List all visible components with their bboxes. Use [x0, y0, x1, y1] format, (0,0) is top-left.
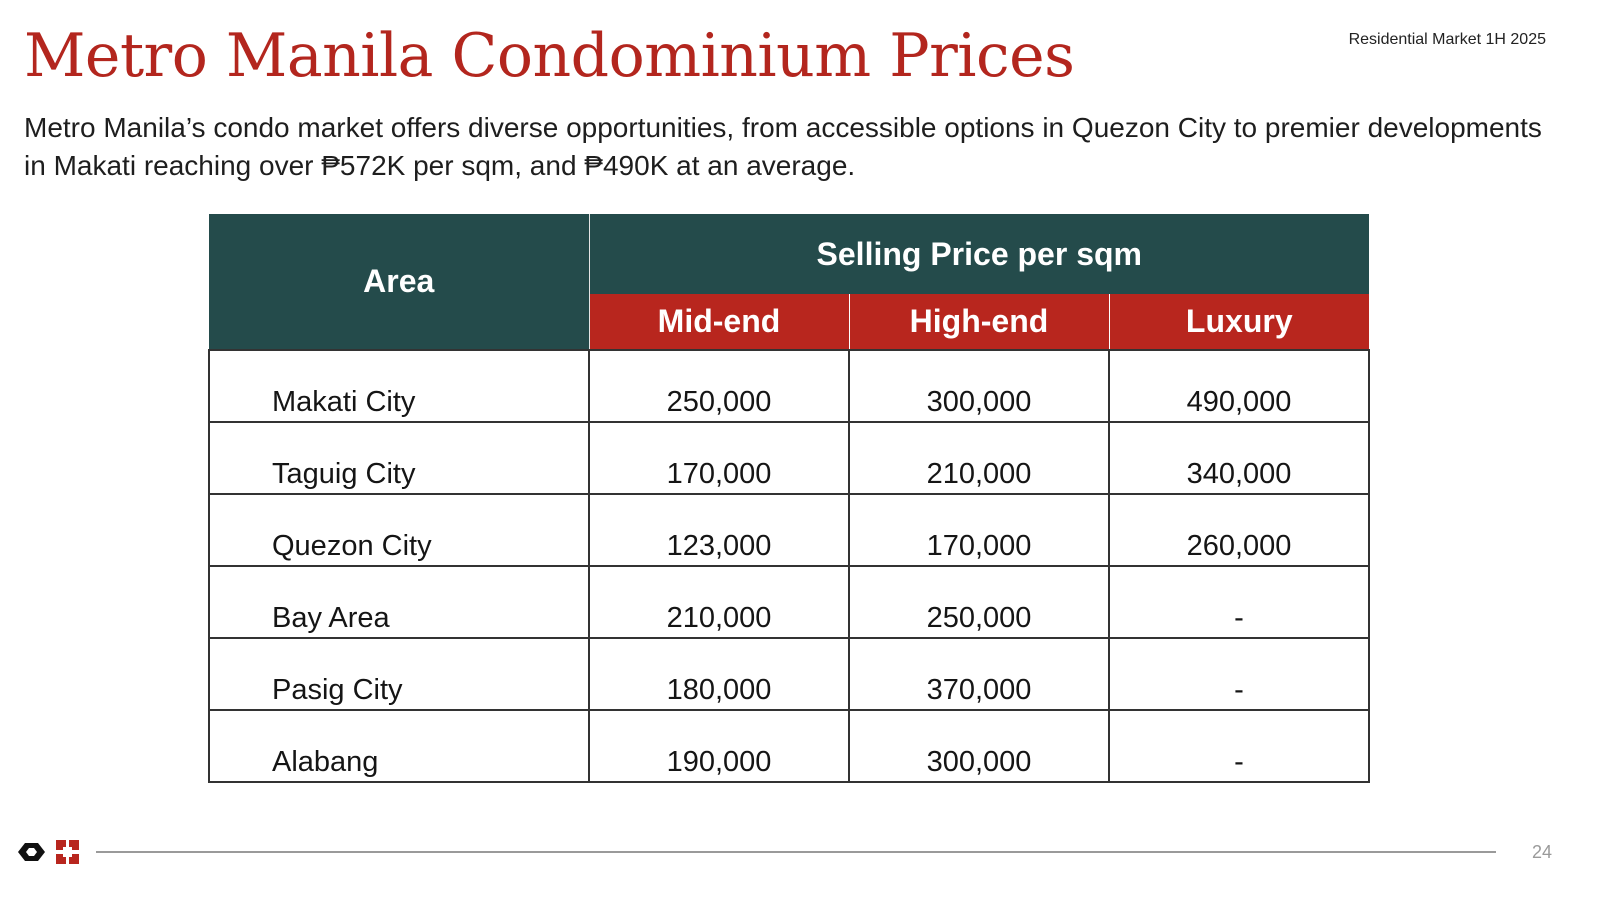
mid-end-cell: 250,000	[588, 349, 850, 423]
high-end-column-header: High-end	[849, 294, 1110, 350]
luxury-cell: -	[1107, 709, 1371, 783]
price-table-container: Area Selling Price per sqm Mid-end High-…	[208, 214, 1371, 783]
area-cell: Bay Area	[208, 565, 590, 639]
area-cell: Alabang	[208, 709, 590, 783]
luxury-cell: -	[1107, 565, 1371, 639]
luxury-cell: 260,000	[1107, 493, 1371, 567]
mid-end-cell: 170,000	[588, 421, 850, 495]
company-logo-icon	[18, 840, 79, 864]
high-end-cell: 250,000	[848, 565, 1110, 639]
table-row: Alabang 190,000 300,000 -	[208, 709, 1371, 783]
table-row: Bay Area 210,000 250,000 -	[208, 565, 1371, 639]
mid-end-cell: 190,000	[588, 709, 850, 783]
area-cell: Makati City	[208, 349, 590, 423]
table-row: Makati City 250,000 300,000 490,000	[208, 349, 1371, 423]
high-end-cell: 300,000	[848, 349, 1110, 423]
luxury-column-header: Luxury	[1109, 294, 1370, 350]
high-end-cell: 170,000	[848, 493, 1110, 567]
luxury-cell: 340,000	[1107, 421, 1371, 495]
luxury-cell: 490,000	[1107, 349, 1371, 423]
table-row: Quezon City 123,000 170,000 260,000	[208, 493, 1371, 567]
footer-divider	[96, 851, 1496, 853]
page-subtitle: Metro Manila’s condo market offers diver…	[24, 112, 1542, 181]
area-cell: Quezon City	[208, 493, 590, 567]
selling-price-group-header: Selling Price per sqm	[589, 214, 1370, 294]
mid-end-cell: 180,000	[588, 637, 850, 711]
area-cell: Pasig City	[208, 637, 590, 711]
table-row: Pasig City 180,000 370,000 -	[208, 637, 1371, 711]
luxury-cell: -	[1107, 637, 1371, 711]
mid-end-cell: 123,000	[588, 493, 850, 567]
high-end-cell: 300,000	[848, 709, 1110, 783]
high-end-cell: 210,000	[848, 421, 1110, 495]
area-column-header: Area	[209, 214, 590, 350]
report-tag: Residential Market 1H 2025	[1348, 31, 1546, 48]
area-cell: Taguig City	[208, 421, 590, 495]
table-row: Taguig City 170,000 210,000 340,000	[208, 421, 1371, 495]
high-end-cell: 370,000	[848, 637, 1110, 711]
mid-end-column-header: Mid-end	[589, 294, 850, 350]
page-number: 24	[1531, 842, 1552, 862]
page-title: Metro Manila Condominium Prices	[24, 21, 1075, 91]
mid-end-cell: 210,000	[588, 565, 850, 639]
price-table: Area Selling Price per sqm Mid-end High-…	[208, 214, 1371, 783]
